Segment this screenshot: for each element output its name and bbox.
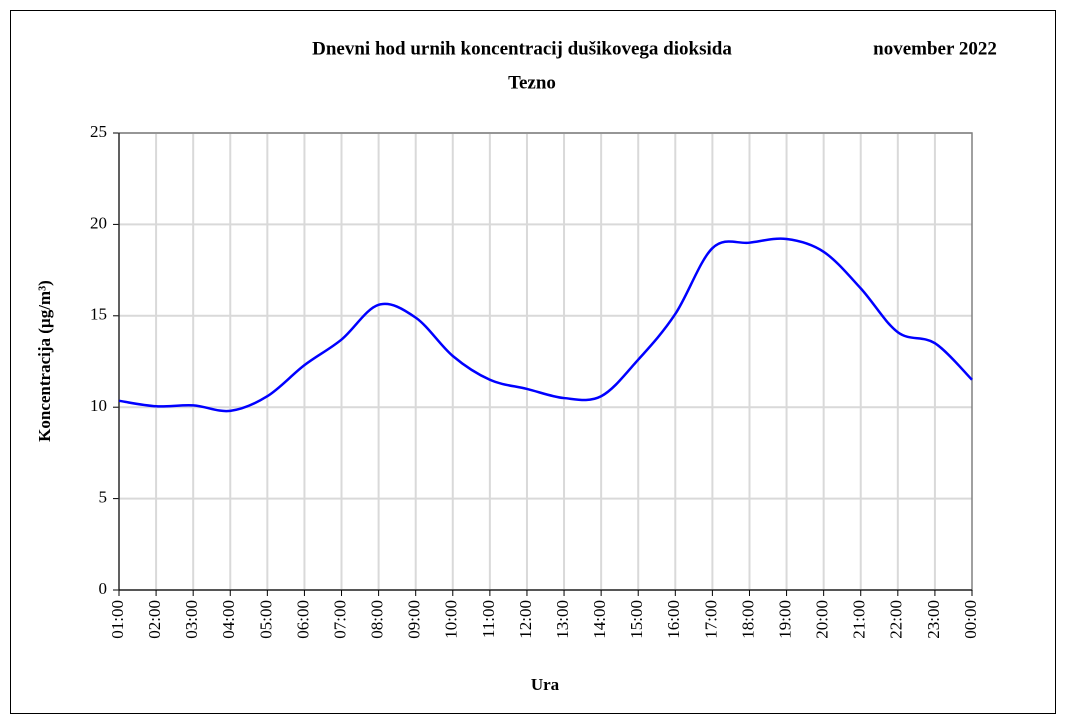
x-tick-label: 15:00 [627,600,646,639]
x-tick-label: 14:00 [590,600,609,639]
x-tick-label: 11:00 [479,600,498,638]
x-tick-label: 06:00 [293,600,312,639]
x-tick-label: 03:00 [182,600,201,639]
x-tick-label: 16:00 [664,600,683,639]
y-tick-label: 5 [99,488,108,507]
data-line [118,237,973,413]
x-tick-label: 01:00 [108,600,127,639]
x-tick-label: 18:00 [738,600,757,639]
x-tick-label: 19:00 [775,600,794,639]
x-tick-label: 05:00 [256,600,275,639]
x-tick-label: 23:00 [924,600,943,639]
x-axis-label: Ura [531,675,560,694]
annotation: november 2022 [873,38,997,59]
x-tick-label: 17:00 [701,600,720,639]
y-tick-label: 15 [90,305,107,324]
x-tick-label: 12:00 [516,600,535,639]
y-tick-label: 20 [90,213,107,232]
x-tick-label: 22:00 [887,600,906,639]
y-axis-label: Koncentracija (µg/m³) [35,280,54,442]
x-tick-label: 09:00 [405,600,424,639]
y-tick-label: 10 [90,396,107,415]
x-tick-label: 07:00 [330,600,349,639]
x-tick-label: 20:00 [813,600,832,639]
x-tick-label: 02:00 [145,600,164,639]
chart-title: Dnevni hod urnih koncentracij dušikovega… [312,38,732,59]
y-tick-label: 25 [90,122,107,141]
x-tick-label: 10:00 [442,600,461,639]
x-tick-label: 04:00 [219,600,238,639]
x-tick-label: 13:00 [553,600,572,639]
x-tick-label: 08:00 [368,600,387,639]
x-tick-label: 21:00 [850,600,869,639]
x-tick-label: 00:00 [961,600,980,639]
chart-subtitle: Tezno [508,72,556,93]
plot-area [119,133,972,590]
y-tick-label: 0 [99,579,108,598]
